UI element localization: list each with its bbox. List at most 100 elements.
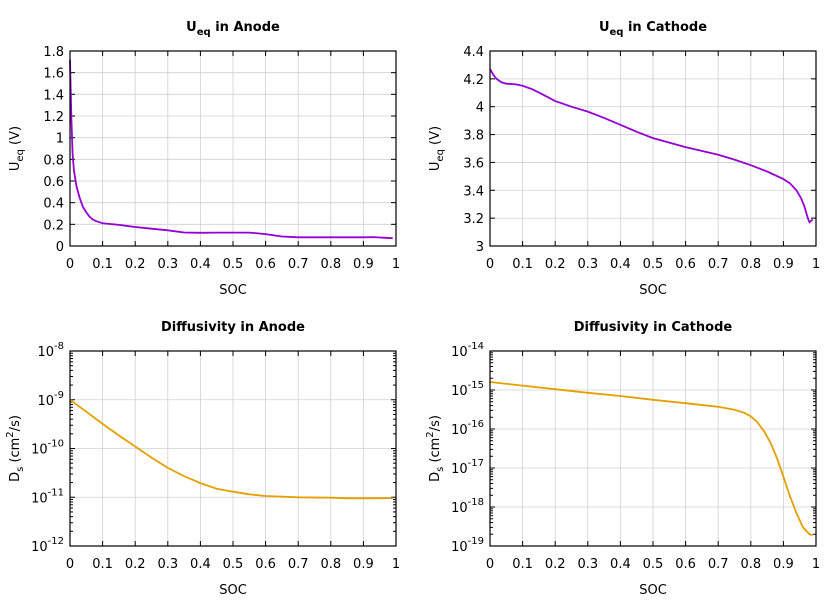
subplot-2: 0 0.1 0.2 0.3 0.4 0.5 0.6 0.7 0.8 0.9 1 3 3.2 3.4 3.6 3… xyxy=(428,20,820,298)
y-tick-label: 4.2 xyxy=(463,73,484,88)
x-tick-label: 0 xyxy=(486,557,494,572)
subplot-1: 0 0.1 0.2 0.3 0.4 0.5 0.6 0.7 0.8 0.9 1 0 0.2 0.4 0.6 0… xyxy=(8,20,400,298)
x-tick-label: 0.4 xyxy=(610,257,631,272)
title-main: Diffusivity in Cathode xyxy=(574,320,733,335)
title-subscript: eq xyxy=(610,27,624,38)
chart-title: Ueq in Cathode xyxy=(599,20,707,38)
tick-base: 10 xyxy=(451,345,468,360)
x-tick-label: 0 xyxy=(66,557,74,572)
y-tick-label: 0.8 xyxy=(43,153,64,168)
tick-exponent: -11 xyxy=(48,487,64,498)
y-tick-label: 10-19 xyxy=(451,536,484,555)
x-tick-label: 0.7 xyxy=(708,557,729,572)
x-tick-label: 0.4 xyxy=(610,557,631,572)
tick-base: 10 xyxy=(451,540,468,555)
chart-title: Diffusivity in Anode xyxy=(161,320,305,335)
series-line xyxy=(489,381,813,536)
plot-frame xyxy=(69,50,397,247)
tick-base: 10 xyxy=(31,540,48,555)
y-tick-label: 0.2 xyxy=(43,218,64,233)
ylabel-subscript: eq xyxy=(435,149,446,162)
y-tick-label: 1.8 xyxy=(43,45,64,60)
x-axis-label: SOC xyxy=(639,283,667,298)
ylabel-rest: /s) xyxy=(8,415,23,431)
tick-exponent: -8 xyxy=(54,341,64,352)
y-tick-label: 1.2 xyxy=(43,110,64,125)
x-tick-label: 0.8 xyxy=(320,557,341,572)
tick-exponent: -18 xyxy=(468,497,484,508)
x-axis-label: SOC xyxy=(639,583,667,598)
tick-base: 10 xyxy=(31,491,48,506)
y-tick-label: 0.4 xyxy=(43,197,64,212)
y-tick-label: 10-8 xyxy=(37,341,64,360)
tick-exponent: -17 xyxy=(468,458,484,469)
ylabel-main: D xyxy=(428,472,443,482)
plot-frame xyxy=(69,350,397,547)
y-tick-label: 1.4 xyxy=(43,88,64,103)
title-main: Diffusivity in Anode xyxy=(161,320,305,335)
y-axis-label: Ds (cm2/s) xyxy=(425,415,446,482)
y-tick-label: 3.6 xyxy=(463,156,484,171)
title-subscript: eq xyxy=(197,27,211,38)
y-tick-label: 10-14 xyxy=(451,341,484,360)
tick-exponent: -10 xyxy=(48,439,64,450)
series-line xyxy=(489,68,814,224)
plot-frame xyxy=(489,350,817,547)
x-tick-label: 0.3 xyxy=(157,257,178,272)
y-tick-label: 0.6 xyxy=(43,175,64,190)
title-rest: in Cathode xyxy=(623,20,707,35)
x-tick-label: 1 xyxy=(392,557,400,572)
y-tick-label: 10-16 xyxy=(451,419,484,438)
x-tick-label: 0.1 xyxy=(512,557,533,572)
x-tick-label: 0.6 xyxy=(255,257,276,272)
ylabel-rest: (V) xyxy=(8,126,23,149)
x-tick-label: 0.9 xyxy=(353,557,374,572)
y-tick-label: 10-12 xyxy=(31,536,64,555)
x-tick-label: 0.3 xyxy=(577,257,598,272)
x-tick-label: 0.1 xyxy=(92,257,113,272)
title-main: U xyxy=(599,20,610,35)
y-tick-label: 3.4 xyxy=(463,184,484,199)
ylabel-superscript: 2 xyxy=(425,431,436,437)
tick-base: 10 xyxy=(451,423,468,438)
ylabel-main: D xyxy=(8,472,23,482)
x-tick-label: 0.8 xyxy=(320,257,341,272)
x-tick-label: 0.3 xyxy=(157,557,178,572)
x-tick-label: 0.1 xyxy=(92,557,113,572)
tick-exponent: -15 xyxy=(468,380,484,391)
y-tick-label: 10-11 xyxy=(31,487,64,506)
x-tick-label: 0.6 xyxy=(675,257,696,272)
x-tick-label: 0.6 xyxy=(675,557,696,572)
y-axis-label: Ds (cm2/s) xyxy=(5,415,26,482)
x-tick-label: 0.5 xyxy=(223,557,244,572)
y-tick-label: 3.8 xyxy=(463,129,484,144)
chart-title: Diffusivity in Cathode xyxy=(574,320,733,335)
x-tick-label: 0.2 xyxy=(545,557,566,572)
x-tick-label: 1 xyxy=(392,257,400,272)
tick-base: 10 xyxy=(451,501,468,516)
x-tick-label: 0.9 xyxy=(353,257,374,272)
tick-exponent: -19 xyxy=(468,536,484,547)
chart-title: Ueq in Anode xyxy=(186,20,280,38)
ylabel-subscript: eq xyxy=(15,149,26,162)
tick-base: 10 xyxy=(37,345,54,360)
ylabel-main: U xyxy=(8,162,23,172)
x-tick-label: 0 xyxy=(66,257,74,272)
tick-base: 10 xyxy=(451,384,468,399)
x-tick-label: 0.8 xyxy=(740,257,761,272)
subplot-4: 0 0.1 0.2 0.3 0.4 0.5 0.6 0.7 0.8 0.9 110-1910-181… xyxy=(425,320,820,598)
y-tick-label: 4 xyxy=(476,101,484,116)
x-tick-label: 0.9 xyxy=(773,557,794,572)
y-tick-label: 3 xyxy=(476,240,484,255)
y-tick-label: 10-17 xyxy=(451,458,484,477)
ylabel-rest: /s) xyxy=(428,415,443,431)
y-tick-label: 1 xyxy=(56,132,64,147)
tick-exponent: -16 xyxy=(468,419,484,430)
x-tick-label: 0.6 xyxy=(255,557,276,572)
x-tick-label: 0.7 xyxy=(288,557,309,572)
title-main: U xyxy=(186,20,197,35)
x-axis-label: SOC xyxy=(219,583,247,598)
x-tick-label: 0.1 xyxy=(512,257,533,272)
x-axis-label: SOC xyxy=(219,283,247,298)
